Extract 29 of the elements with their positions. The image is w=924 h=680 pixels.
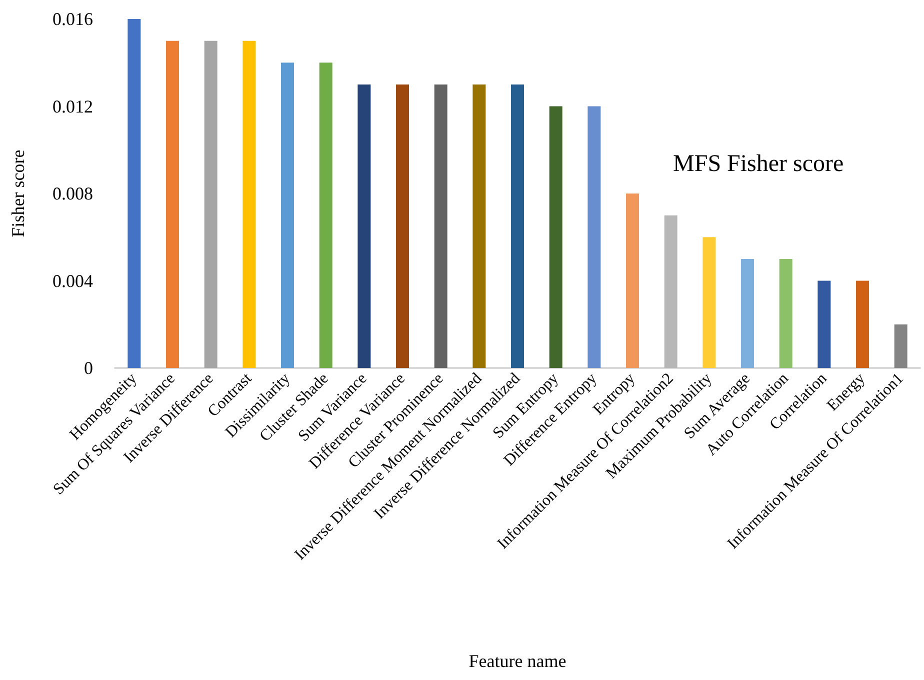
bar bbox=[396, 84, 409, 368]
bar bbox=[128, 19, 141, 368]
bar bbox=[856, 280, 869, 368]
y-tick-label: 0.004 bbox=[52, 270, 93, 291]
bar bbox=[434, 84, 448, 368]
y-tick-label: 0 bbox=[84, 358, 93, 378]
bar bbox=[204, 40, 218, 368]
y-tick-label: 0.008 bbox=[52, 184, 93, 204]
bar bbox=[358, 84, 371, 368]
bar bbox=[472, 84, 486, 368]
y-tick-label: 0.012 bbox=[52, 96, 93, 116]
x-axis-title: Feature name bbox=[468, 651, 566, 671]
bar bbox=[242, 40, 256, 368]
y-tick-label: 0.016 bbox=[52, 9, 93, 29]
bar bbox=[281, 62, 294, 368]
bar bbox=[664, 215, 678, 368]
bar bbox=[818, 280, 831, 368]
bar bbox=[741, 258, 754, 368]
bar bbox=[166, 40, 179, 368]
y-axis-title: Fisher score bbox=[8, 150, 28, 238]
bar bbox=[549, 106, 562, 368]
bar bbox=[779, 258, 792, 368]
bar bbox=[588, 106, 601, 368]
bar bbox=[894, 324, 908, 368]
bar bbox=[319, 62, 332, 368]
bar bbox=[702, 237, 716, 368]
bar bbox=[626, 194, 639, 368]
bar bbox=[511, 84, 524, 368]
text: MFS Fisher score bbox=[673, 151, 844, 177]
